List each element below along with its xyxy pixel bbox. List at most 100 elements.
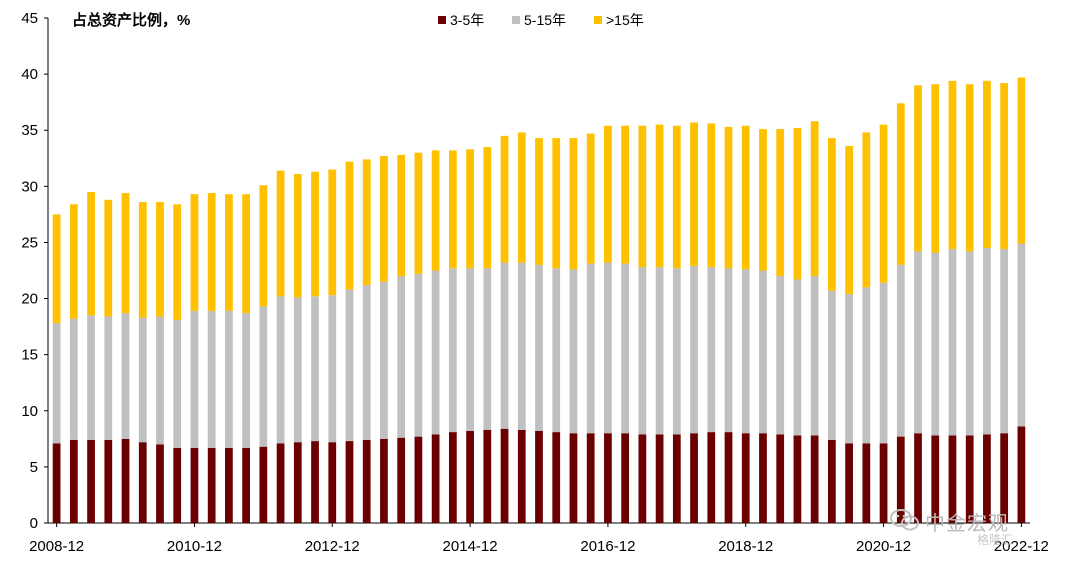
bar-segment-series-2-2018-03 (690, 122, 698, 267)
bar-segment-series-1-2010-09 (173, 319, 182, 448)
bar-segment-series-0-2010-09 (173, 447, 182, 523)
bar-segment-series-1-2017-06 (638, 267, 647, 435)
bar-segment-series-2-2019-03 (759, 129, 767, 271)
bar-segment-series-1-2021-12 (948, 249, 957, 436)
y-tick-label: 45 (21, 10, 38, 27)
bar-segment-series-1-2008-12 (52, 323, 61, 444)
bar-segment-series-2-2015-12 (535, 138, 543, 265)
bar-segment-series-0-2009-12 (121, 438, 130, 523)
bar-segment-series-2-2013-09 (380, 156, 388, 282)
bar-segment-series-1-2010-06 (156, 316, 164, 445)
bar-segment-series-0-2010-12 (190, 447, 199, 523)
bar-segment-series-0-2013-06 (362, 439, 371, 523)
bar-segment-series-0-2021-12 (948, 435, 957, 523)
bar-segment-series-1-2014-12 (466, 268, 474, 431)
bar-segment-series-0-2017-09 (655, 434, 664, 523)
bar-segment-series-1-2022-12 (1017, 243, 1026, 427)
bar-segment-series-1-2019-09 (793, 279, 802, 436)
bar-segment-series-2-2009-06 (87, 191, 95, 316)
bar-segment-series-2-2014-06 (431, 150, 440, 271)
y-axis: 0 5 10 15 20 25 30 35 40 45 (21, 10, 49, 532)
legend-swatch (438, 16, 446, 24)
bar-segment-series-1-2012-09 (311, 296, 319, 442)
bar-segment-series-1-2016-06 (569, 269, 578, 434)
bar-segment-series-2-2011-03 (207, 193, 216, 311)
bar-segment-series-0-2015-03 (483, 429, 492, 523)
bar-segment-series-1-2018-06 (707, 267, 716, 433)
bar-segment-series-1-2019-12 (810, 276, 819, 436)
legend-swatch (594, 16, 602, 24)
bar-segment-series-0-2010-03 (138, 442, 147, 523)
bar-segment-series-2-2014-03 (414, 152, 423, 274)
x-tick-label: 2022-12 (994, 538, 1049, 555)
bar-segment-series-0-2022-12 (1017, 426, 1026, 523)
legend-label: 5-15年 (524, 12, 566, 28)
bar-segment-series-1-2015-06 (500, 262, 509, 429)
bar-segment-series-0-2012-12 (328, 442, 337, 523)
bar-segment-series-2-2016-12 (604, 125, 612, 263)
bar-segment-series-1-2019-03 (759, 270, 767, 434)
bar-segment-series-2-2017-06 (638, 125, 647, 268)
bar-segment-series-1-2022-03 (965, 251, 974, 436)
bar-segment-series-2-2017-09 (655, 124, 664, 268)
bar-segment-series-2-2012-12 (328, 169, 337, 296)
y-tick-label: 20 (21, 291, 38, 308)
bar-segment-series-0-2009-06 (87, 439, 95, 523)
bar-segment-series-1-2012-06 (293, 297, 302, 443)
bar-segment-series-2-2011-06 (225, 194, 233, 311)
bar-segment-series-2-2020-12 (879, 124, 888, 283)
bar-segment-series-1-2013-12 (397, 276, 406, 438)
y-tick-label: 0 (30, 515, 38, 532)
x-tick-label: 2014-12 (443, 538, 498, 555)
y-tick-label: 40 (21, 66, 38, 83)
watermark-main-text: 中金宏观 (925, 513, 1009, 535)
bar-segment-series-1-2013-06 (362, 285, 371, 440)
bar-segment-series-0-2021-06 (914, 433, 922, 523)
bar-segment-series-0-2019-03 (759, 433, 767, 523)
bar-segment-series-1-2017-09 (655, 267, 664, 435)
legend-label: 3-5年 (450, 12, 484, 28)
bar-segment-series-0-2008-12 (52, 443, 61, 523)
bar-segment-series-0-2018-09 (724, 432, 733, 523)
bar-segment-series-0-2022-06 (983, 434, 991, 523)
bar-segment-series-1-2012-12 (328, 295, 337, 443)
bar-segment-series-1-2013-03 (345, 289, 354, 442)
x-tick-label: 2010-12 (167, 538, 222, 555)
bar-segment-series-0-2020-03 (828, 439, 836, 523)
bar-segment-series-0-2013-09 (380, 438, 388, 523)
bar-segment-series-1-2011-12 (259, 306, 268, 447)
bar-segment-series-2-2016-06 (569, 138, 578, 270)
bar-segment-series-0-2011-09 (242, 447, 250, 523)
bar-segment-series-1-2015-03 (483, 268, 492, 430)
bar-segment-series-1-2013-09 (380, 281, 388, 439)
bar-segment-series-0-2009-03 (69, 439, 78, 523)
bar-segment-series-0-2015-09 (517, 429, 526, 523)
bar-segment-series-0-2013-12 (397, 437, 406, 523)
bar-segment-series-2-2013-03 (345, 161, 354, 290)
bar-segment-series-1-2009-03 (69, 318, 78, 440)
bar-segment-series-1-2015-12 (535, 264, 543, 431)
bar-segment-series-1-2010-12 (190, 310, 199, 448)
bar-segment-series-2-2015-09 (517, 132, 526, 263)
legend: 3-5年 5-15年 >15年 (438, 12, 644, 28)
bar-segment-series-0-2017-03 (621, 433, 630, 523)
bar-segment-series-0-2018-03 (690, 433, 698, 523)
y-tick-label: 5 (30, 459, 38, 476)
bar-segment-series-2-2018-06 (707, 123, 716, 268)
bar-segment-series-2-2022-06 (983, 80, 991, 249)
legend-swatch (512, 16, 520, 24)
bar-segment-series-1-2009-06 (87, 315, 95, 440)
bar-segment-series-2-2014-09 (448, 150, 457, 269)
x-tick-label: 2020-12 (856, 538, 911, 555)
y-tick-label: 15 (21, 347, 38, 364)
x-tick-label: 2016-12 (580, 538, 635, 555)
bar-segment-series-2-2014-12 (466, 149, 474, 269)
bar-segment-series-2-2016-03 (552, 138, 561, 269)
bar-segment-series-0-2020-09 (862, 443, 871, 523)
bar-segment-series-2-2019-12 (810, 121, 819, 277)
bar-segment-series-2-2016-09 (586, 133, 595, 264)
bar-segment-series-0-2009-09 (104, 439, 113, 523)
bar-segment-series-0-2022-03 (965, 435, 974, 523)
